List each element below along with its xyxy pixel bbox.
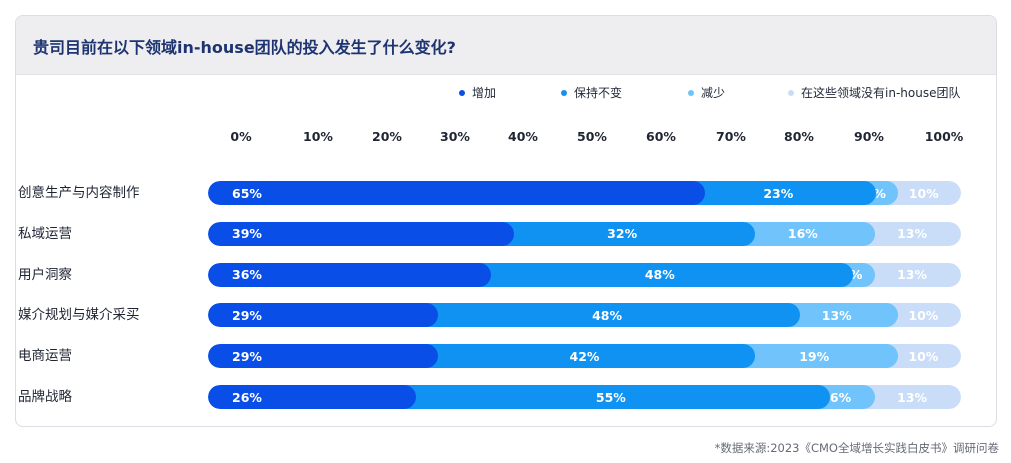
category-label: 电商运营 — [18, 348, 72, 365]
x-tick-label: 40% — [508, 129, 538, 144]
data-label: 32% — [607, 226, 638, 242]
legend-item: 减少 — [688, 84, 725, 101]
bar-segment: 48% — [426, 303, 800, 328]
bar-segment: 42% — [426, 344, 755, 369]
data-label: 48% — [644, 267, 675, 283]
data-label: 39% — [232, 226, 262, 242]
data-label: 13% — [897, 389, 927, 405]
data-label: 26% — [232, 389, 262, 405]
x-tick-label: 90% — [854, 129, 884, 144]
bar-row: 13% 6% 55% 26% — [208, 385, 961, 409]
chart-title: 贵司目前在以下领域in-house团队的投入发生了什么变化? — [33, 38, 456, 57]
bar-segment: 10% — [885, 344, 961, 369]
legend-item: 增加 — [459, 84, 496, 101]
legend-label: 减少 — [701, 86, 726, 100]
bar-segment: 32% — [501, 221, 755, 246]
data-label: 13% — [897, 226, 927, 242]
data-label: 29% — [232, 348, 262, 364]
bar-segment: 39% — [208, 221, 514, 246]
data-label: 23% — [763, 185, 794, 201]
x-tick-label: 0% — [230, 129, 252, 144]
data-label: 55% — [595, 389, 626, 405]
bar-segment: 13% — [787, 303, 898, 328]
bar-segment: 26% — [208, 385, 416, 409]
category-label: 私域运营 — [18, 225, 72, 242]
bar-row: 10%3%23%65% — [208, 181, 961, 205]
data-label: 10% — [908, 348, 939, 364]
bar-row: 10% 19% 42% 29% — [208, 344, 961, 369]
data-label: 10% — [908, 307, 939, 323]
category-label: 品牌战略 — [18, 389, 72, 405]
bar-segment: 65% — [208, 181, 705, 205]
x-tick-label: 70% — [716, 129, 746, 144]
data-label: 13% — [897, 267, 927, 283]
legend-item: 在这些领域没有in-house团队 — [788, 84, 960, 101]
data-label: 10% — [908, 185, 939, 201]
bar-segment: 19% — [742, 344, 898, 369]
bar-segment: 29% — [208, 303, 439, 328]
chart-legend: 增加 保持不变 减少 在这些领域没有in-house团队 — [0, 84, 1011, 104]
bar-segment: 29% — [208, 344, 439, 369]
legend-item: 保持不变 — [561, 84, 622, 101]
data-label: 42% — [569, 348, 600, 364]
data-label: 13% — [821, 307, 852, 323]
bar-segment: 13% — [863, 262, 961, 287]
bar-segment: 55% — [403, 385, 830, 409]
x-tick-label: 10% — [303, 129, 333, 144]
bar-segment: 23% — [692, 181, 877, 205]
legend-dot-icon — [561, 89, 567, 96]
bar-segment: 48% — [479, 262, 853, 287]
legend-dot-icon — [459, 89, 465, 96]
data-label: 29% — [232, 307, 262, 323]
x-tick-label: 100% — [924, 129, 964, 144]
legend-label: 保持不变 — [574, 86, 623, 100]
data-label: 65% — [232, 185, 262, 201]
bar-row: 10% 13% 48% 29% — [208, 303, 961, 328]
data-label: 6% — [829, 389, 852, 405]
bar-row: 13% 16% 32% 39% — [208, 221, 961, 246]
category-label: 媒介规划与媒介采买 — [18, 307, 140, 324]
legend-label: 在这些领域没有in-house团队 — [801, 86, 961, 100]
x-tick-label: 80% — [784, 129, 814, 144]
bar-segment: 16% — [742, 221, 876, 246]
bar-segment: 13% — [863, 221, 961, 246]
bar-segment: 36% — [208, 262, 492, 287]
bar-segment: 10% — [886, 181, 961, 205]
legend-label: 增加 — [472, 86, 497, 100]
category-label: 创意生产与内容制作 — [18, 185, 140, 201]
data-label: 19% — [799, 348, 830, 364]
x-tick-label: 20% — [372, 129, 402, 144]
card-header: 贵司目前在以下领域in-house团队的投入发生了什么变化? — [16, 16, 996, 75]
data-label: 48% — [592, 307, 623, 323]
data-label: 36% — [232, 267, 262, 283]
category-label: 用户洞察 — [18, 266, 72, 283]
legend-dot-icon — [788, 89, 794, 96]
source-note: *数据来源:2023《CMO全域增长实践白皮书》调研问卷 — [714, 441, 999, 455]
x-tick-label: 50% — [577, 129, 607, 144]
data-label: 16% — [787, 226, 818, 242]
legend-dot-icon — [688, 89, 694, 96]
bar-row: 13%3%48%36% — [208, 262, 961, 287]
bar-segment: 10% — [885, 303, 961, 328]
x-tick-label: 60% — [646, 129, 676, 144]
bar-segment: 13% — [863, 385, 961, 409]
x-tick-label: 30% — [440, 129, 470, 144]
